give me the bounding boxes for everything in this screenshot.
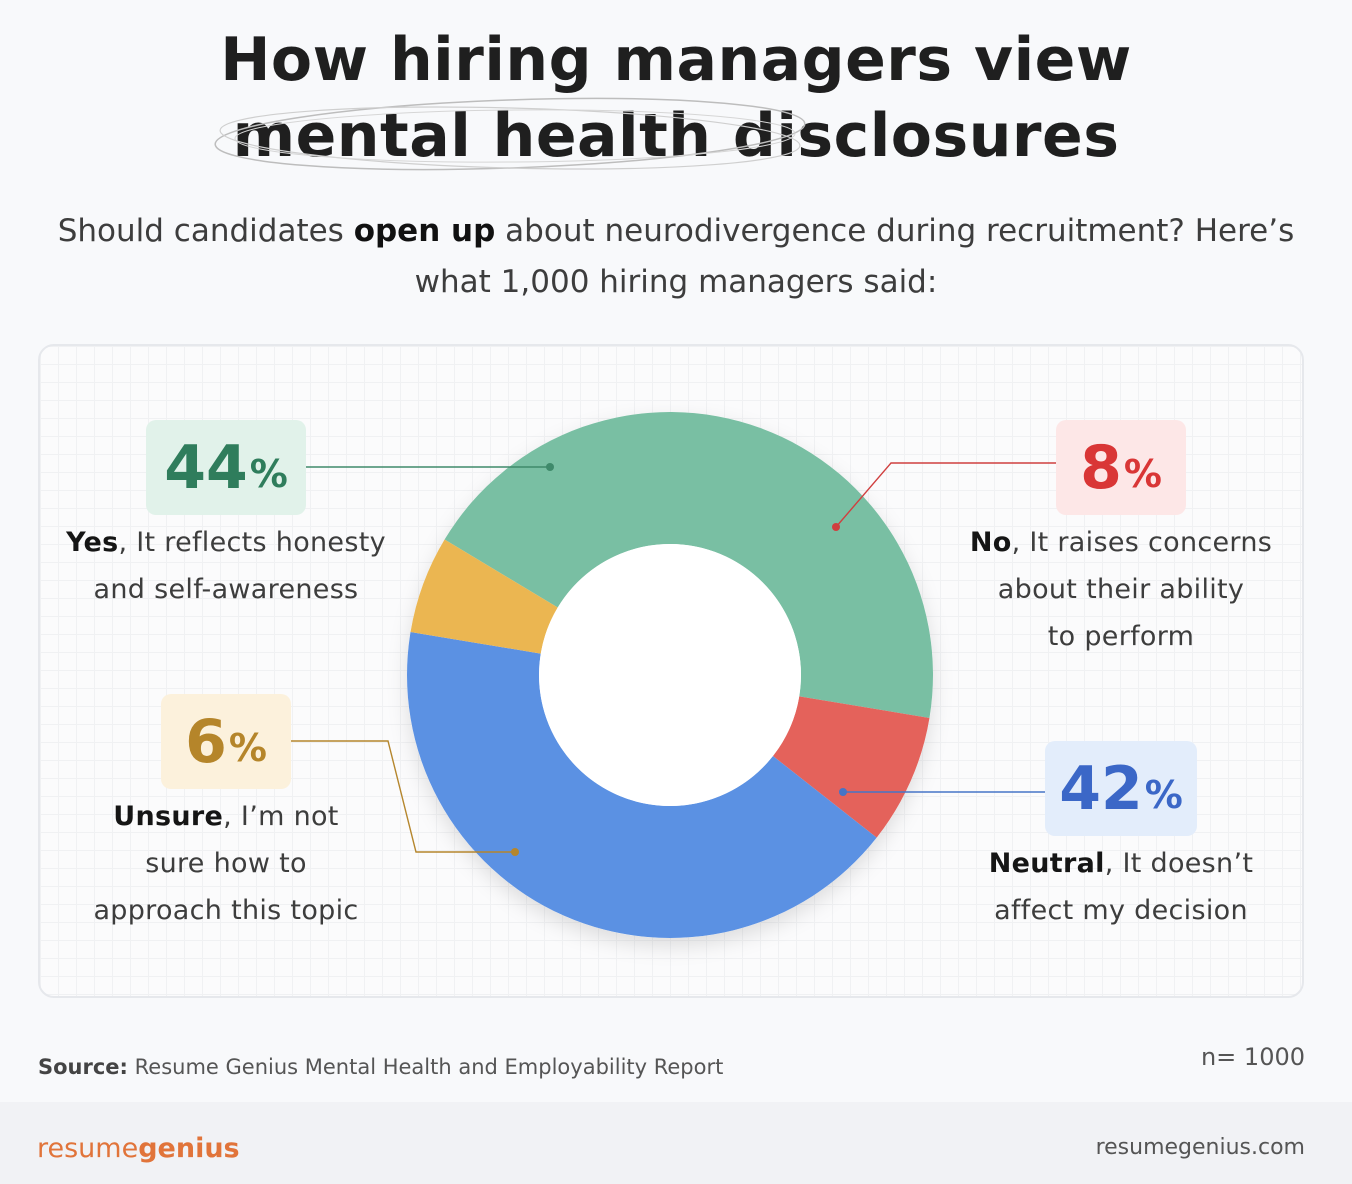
unsure-label-bold: Unsure — [113, 801, 224, 832]
leader-dot-neutral — [839, 788, 847, 796]
donut-slice-yes — [444, 411, 934, 718]
yes-label-rest-1: , It reflects honesty — [118, 527, 386, 558]
neutral-label-bold: Neutral — [988, 848, 1105, 879]
leader-dot-yes — [546, 463, 554, 471]
leader-line-no — [835, 462, 1056, 528]
subtitle-bold: open up — [353, 213, 496, 249]
no-percent-badge: 8% — [1056, 420, 1186, 515]
chart-subtitle: Should candidates open up about neurodiv… — [40, 206, 1312, 308]
no-label-rest-2: about their ability — [997, 574, 1245, 605]
subtitle-line-2: what 1,000 hiring managers said: — [414, 264, 938, 300]
neutral-percent-sign: % — [1144, 772, 1183, 817]
sample-size: n= 1000 — [1200, 1043, 1305, 1071]
yes-label-rest-2: and self-awareness — [93, 574, 359, 605]
no-percent-value: 8 — [1080, 432, 1122, 503]
neutral-label: Neutral, It doesn’t affect my decision — [946, 840, 1296, 934]
neutral-label-rest-2: affect my decision — [994, 895, 1248, 926]
brand-logo[interactable]: resumegenius — [37, 1133, 240, 1164]
subtitle-part-1: Should candidates — [57, 213, 354, 249]
neutral-percent-badge: 42% — [1045, 741, 1197, 836]
unsure-label-rest-2: sure how to — [145, 848, 307, 879]
donut-slice-no — [772, 696, 930, 838]
site-link[interactable]: resumegenius.com — [1095, 1135, 1305, 1160]
donut-slice-unsure — [410, 539, 558, 654]
yes-label-bold: Yes — [66, 527, 119, 558]
leader-dot-unsure — [511, 848, 519, 856]
unsure-label-rest-3: approach this topic — [93, 895, 359, 926]
neutral-percent-value: 42 — [1059, 753, 1143, 824]
yes-label: Yes, It reflects honesty and self-awaren… — [48, 519, 404, 613]
yes-percent-badge: 44% — [146, 420, 306, 515]
unsure-label-rest-1: , I’m not — [223, 801, 339, 832]
unsure-label: Unsure, I’m not sure how to approach thi… — [48, 793, 404, 934]
underline-swirl-decoration — [214, 97, 806, 171]
yes-percent-sign: % — [249, 451, 288, 496]
no-label-rest-1: , It raises concerns — [1011, 527, 1273, 558]
no-label: No, It raises concerns about their abili… — [946, 519, 1296, 660]
unsure-percent-value: 6 — [185, 706, 227, 777]
yes-percent-value: 44 — [164, 432, 248, 503]
title-line-1: How hiring managers view — [220, 25, 1132, 95]
donut-slice-neutral — [407, 632, 877, 939]
chart-title: How hiring managers view mental health d… — [0, 22, 1352, 174]
source-note: Source: Resume Genius Mental Health and … — [38, 1055, 723, 1079]
neutral-label-rest-1: , It doesn’t — [1104, 848, 1254, 879]
leader-line-unsure — [291, 740, 515, 853]
unsure-percent-sign: % — [228, 725, 267, 770]
unsure-percent-badge: 6% — [161, 694, 291, 789]
brand-part-1: resume — [37, 1133, 139, 1164]
no-label-bold: No — [969, 527, 1012, 558]
source-text: Resume Genius Mental Health and Employab… — [127, 1055, 724, 1079]
footer-bar — [0, 1102, 1352, 1184]
no-percent-sign: % — [1123, 451, 1162, 496]
donut-hole — [539, 544, 801, 806]
no-label-rest-3: to perform — [1047, 621, 1195, 652]
leader-dot-no — [832, 523, 840, 531]
subtitle-part-2: about neurodivergence during recruitment… — [495, 213, 1295, 249]
brand-part-2: genius — [138, 1133, 240, 1164]
source-label: Source: — [38, 1055, 128, 1079]
title-line-2: mental health disclosures — [232, 101, 1120, 171]
